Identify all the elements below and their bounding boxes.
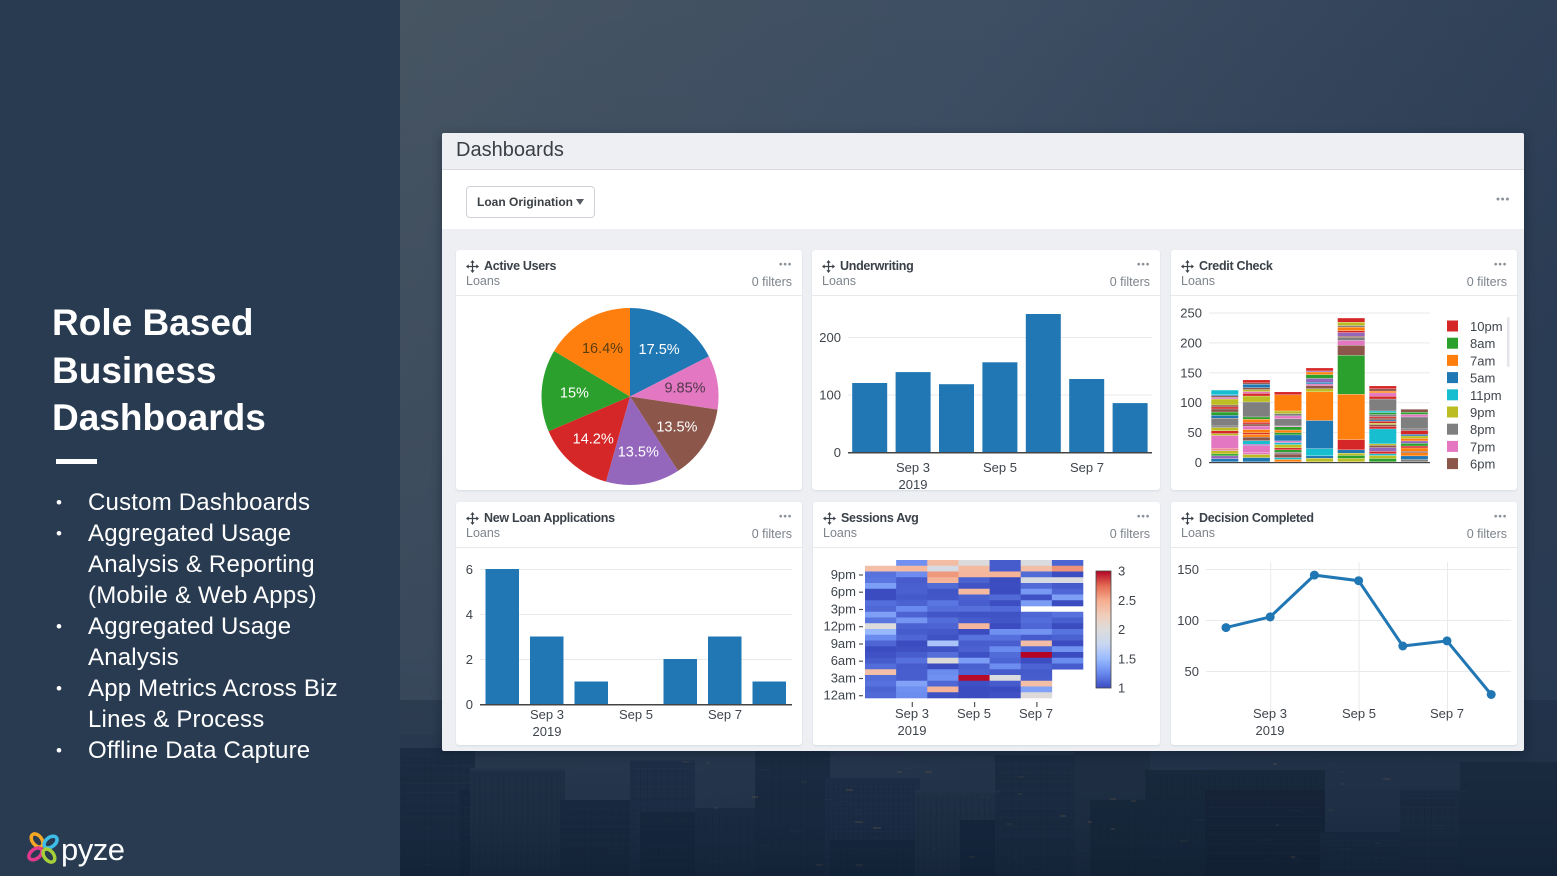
svg-text:Sep 7: Sep 7 bbox=[1070, 460, 1104, 475]
svg-text:2: 2 bbox=[466, 652, 473, 667]
svg-text:13.5%: 13.5% bbox=[656, 420, 697, 436]
svg-text:15%: 15% bbox=[560, 386, 589, 402]
svg-text:17.5%: 17.5% bbox=[639, 342, 680, 358]
svg-text:2.5: 2.5 bbox=[1118, 593, 1136, 608]
svg-text:6pm: 6pm bbox=[1470, 457, 1495, 472]
svg-text:50: 50 bbox=[1188, 425, 1202, 440]
svg-text:10pm: 10pm bbox=[1470, 319, 1503, 334]
svg-text:100: 100 bbox=[1177, 613, 1199, 628]
svg-text:Sep 7: Sep 7 bbox=[708, 707, 742, 722]
svg-text:2: 2 bbox=[1118, 622, 1125, 637]
svg-text:Sep 5: Sep 5 bbox=[1342, 706, 1376, 721]
svg-text:3pm: 3pm bbox=[831, 601, 856, 616]
svg-text:5am: 5am bbox=[1470, 371, 1495, 386]
svg-text:Sep 7: Sep 7 bbox=[1430, 706, 1464, 721]
svg-text:2019: 2019 bbox=[899, 477, 928, 490]
svg-text:2019: 2019 bbox=[898, 723, 927, 738]
svg-text:Sep 3: Sep 3 bbox=[530, 707, 564, 722]
svg-text:Sep 5: Sep 5 bbox=[957, 706, 991, 721]
svg-text:150: 150 bbox=[1180, 365, 1202, 380]
svg-text:100: 100 bbox=[819, 388, 841, 403]
svg-text:150: 150 bbox=[1177, 562, 1199, 577]
svg-text:200: 200 bbox=[1180, 335, 1202, 350]
svg-text:250: 250 bbox=[1180, 306, 1202, 321]
svg-text:12pm: 12pm bbox=[823, 619, 856, 634]
svg-text:50: 50 bbox=[1185, 664, 1199, 679]
svg-text:12am: 12am bbox=[823, 688, 856, 703]
svg-text:Sep 5: Sep 5 bbox=[983, 460, 1017, 475]
svg-text:6am: 6am bbox=[831, 653, 856, 668]
svg-text:2019: 2019 bbox=[533, 724, 562, 739]
svg-text:200: 200 bbox=[819, 330, 841, 345]
svg-text:9pm: 9pm bbox=[1470, 405, 1495, 420]
svg-text:100: 100 bbox=[1180, 395, 1202, 410]
svg-text:16.4%: 16.4% bbox=[582, 341, 623, 357]
svg-text:Sep 7: Sep 7 bbox=[1019, 706, 1053, 721]
svg-text:9am: 9am bbox=[831, 636, 856, 651]
svg-text:8am: 8am bbox=[1470, 336, 1495, 351]
svg-text:1.5: 1.5 bbox=[1118, 651, 1136, 666]
svg-text:8pm: 8pm bbox=[1470, 422, 1495, 437]
svg-text:14.2%: 14.2% bbox=[573, 431, 614, 447]
svg-text:6pm: 6pm bbox=[831, 584, 856, 599]
svg-text:0: 0 bbox=[1195, 455, 1202, 470]
svg-text:1: 1 bbox=[1118, 681, 1125, 696]
svg-text:0: 0 bbox=[834, 445, 841, 460]
svg-text:Sep 3: Sep 3 bbox=[896, 460, 930, 475]
svg-text:Sep 5: Sep 5 bbox=[619, 707, 653, 722]
svg-text:0: 0 bbox=[466, 697, 473, 712]
svg-text:Sep 3: Sep 3 bbox=[895, 706, 929, 721]
svg-text:7am: 7am bbox=[1470, 353, 1495, 368]
svg-text:3am: 3am bbox=[831, 670, 856, 685]
svg-text:4: 4 bbox=[466, 607, 473, 622]
svg-text:2019: 2019 bbox=[1256, 723, 1285, 738]
svg-text:9.85%: 9.85% bbox=[664, 381, 705, 397]
svg-text:3: 3 bbox=[1118, 564, 1125, 579]
svg-text:Sep 3: Sep 3 bbox=[1253, 706, 1287, 721]
svg-text:11pm: 11pm bbox=[1470, 388, 1502, 403]
svg-text:9pm: 9pm bbox=[831, 567, 856, 582]
svg-text:6: 6 bbox=[466, 562, 473, 577]
svg-text:13.5%: 13.5% bbox=[618, 445, 659, 461]
svg-text:7pm: 7pm bbox=[1470, 439, 1495, 454]
